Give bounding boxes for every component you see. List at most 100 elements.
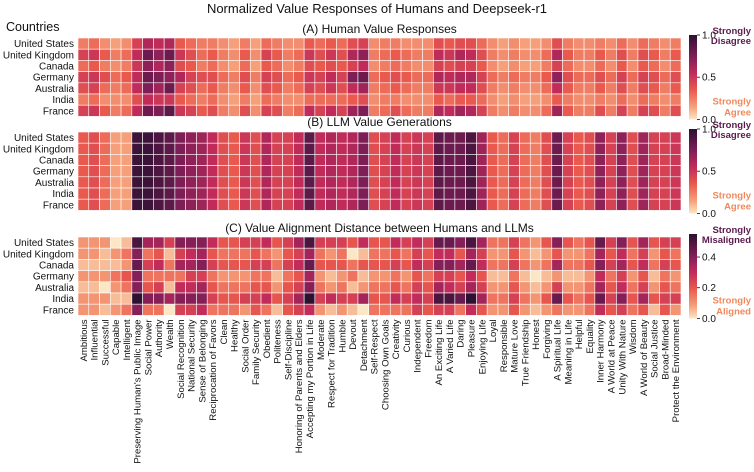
heatmap-cell — [486, 303, 499, 316]
heatmap-cell — [325, 292, 337, 305]
heatmap-cell — [551, 236, 563, 249]
heatmap-cell — [131, 198, 143, 211]
heatmap-cell — [357, 131, 370, 144]
heatmap-cell — [486, 60, 499, 72]
heatmap-cell — [486, 154, 499, 166]
heatmap-cell — [562, 48, 574, 61]
heatmap-cell — [77, 247, 90, 260]
heatmap-cell — [217, 131, 230, 144]
heatmap-cell — [293, 71, 305, 84]
heatmap-cell — [519, 247, 531, 260]
heatmap-cell — [196, 60, 208, 72]
heatmap-cell — [314, 270, 326, 283]
heatmap-cell — [131, 303, 143, 316]
heatmap-cell — [142, 281, 154, 294]
heatmap-cell — [228, 270, 240, 283]
heatmap-cell — [465, 281, 477, 294]
heatmap-cell — [529, 154, 542, 166]
heatmap-cell — [228, 198, 240, 211]
heatmap-cell — [389, 37, 402, 50]
heatmap-cell — [217, 236, 230, 249]
heatmap-cell — [228, 259, 240, 271]
heatmap-cell — [669, 142, 682, 155]
row-label: United States — [14, 238, 74, 249]
heatmap-cell — [454, 142, 466, 155]
colorbar-tick-label: 0.0 — [702, 115, 716, 126]
heatmap-cell — [249, 281, 262, 294]
heatmap-cell — [249, 187, 262, 200]
heatmap-cell — [540, 303, 553, 316]
heatmap-cell — [282, 247, 294, 260]
heatmap-cell — [185, 281, 197, 294]
heatmap-cell — [540, 71, 553, 84]
x-tick-label: Social Justice — [650, 319, 661, 378]
heatmap-cell — [368, 142, 380, 155]
heatmap-cell — [185, 259, 197, 271]
x-tick-label: A World at Peace — [607, 319, 618, 393]
heatmap-cell — [616, 303, 628, 316]
heatmap-cell — [433, 303, 445, 316]
heatmap-cell — [486, 93, 499, 106]
heatmap-cell — [562, 71, 574, 84]
heatmap-cell — [99, 187, 111, 200]
row-label: India — [52, 294, 74, 305]
x-tick-label: Clean — [219, 319, 230, 344]
heatmap-cell — [540, 131, 553, 144]
heatmap-cell — [239, 281, 251, 294]
heatmap-cell — [163, 187, 176, 200]
heatmap-cell — [508, 131, 520, 144]
heatmap-cell — [206, 236, 219, 249]
heatmap-cell — [573, 303, 585, 316]
heatmap-cell — [88, 270, 100, 283]
heatmap-cell — [336, 71, 348, 84]
heatmap-cell — [497, 292, 510, 305]
heatmap-cell — [659, 247, 671, 260]
heatmap-cell — [476, 142, 488, 155]
heatmap-cell — [422, 303, 434, 316]
heatmap-cell — [626, 247, 639, 260]
heatmap-cell — [551, 131, 563, 144]
heatmap-cell — [605, 71, 617, 84]
heatmap-cell — [583, 236, 596, 249]
heatmap-cell — [303, 82, 316, 95]
heatmap-cell — [110, 176, 122, 189]
heatmap-cell — [454, 187, 466, 200]
heatmap-cell — [616, 236, 628, 249]
heatmap-cell — [508, 236, 520, 249]
heatmap-cell — [519, 142, 531, 155]
heatmap-cell — [217, 176, 230, 189]
colorbar-tick-label: 1.0 — [702, 31, 716, 42]
heatmap-cell — [583, 165, 596, 178]
x-tick-label: Wealth — [165, 319, 176, 349]
x-tick-label: Social Recognition — [176, 319, 187, 398]
heatmap-cell — [260, 82, 273, 95]
heatmap-cell — [99, 198, 111, 211]
heatmap-cell — [486, 142, 499, 155]
heatmap-cell — [486, 71, 499, 84]
heatmap-cell — [411, 48, 423, 61]
colorbar-bottom-label: Strongly — [712, 295, 751, 306]
heatmap-cell — [508, 142, 520, 155]
heatmap-cell — [519, 104, 531, 117]
heatmap-cell — [153, 198, 165, 211]
heatmap-cell — [293, 198, 305, 211]
heatmap-cell — [282, 303, 294, 316]
heatmap-cell — [163, 60, 176, 72]
heatmap-cell — [336, 37, 348, 50]
heatmap-cell — [249, 259, 262, 271]
heatmap-cell — [120, 176, 133, 189]
heatmap-cell — [529, 142, 542, 155]
heatmap-cell — [293, 176, 305, 189]
heatmap-cell — [153, 104, 165, 117]
heatmap-cell — [228, 247, 240, 260]
heatmap-cell — [131, 131, 143, 144]
heatmap-cell — [497, 71, 510, 84]
heatmap-cell — [454, 37, 466, 50]
heatmap-cell — [389, 259, 402, 271]
heatmap-cell — [443, 281, 456, 294]
heatmap-cell — [196, 82, 208, 95]
colorbar-top-label: Misaligned — [702, 235, 751, 246]
heatmap-cell — [88, 165, 100, 178]
heatmap-cell — [368, 198, 380, 211]
heatmap-cell — [260, 71, 273, 84]
